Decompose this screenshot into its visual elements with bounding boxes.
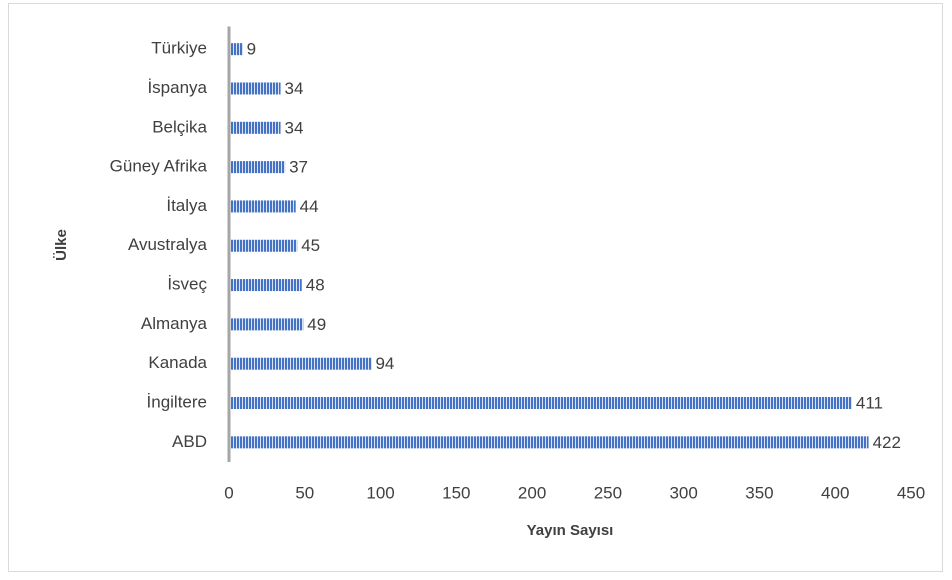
y-tick-label: Türkiye xyxy=(151,39,207,58)
y-axis-title: Ülke xyxy=(53,229,70,261)
data-label: 37 xyxy=(289,158,308,177)
x-tick-label: 250 xyxy=(594,483,622,502)
bar xyxy=(229,43,243,56)
bar xyxy=(229,357,372,370)
data-label: 411 xyxy=(856,394,883,413)
bar xyxy=(229,200,296,213)
x-tick-label: 350 xyxy=(745,483,773,502)
data-label: 422 xyxy=(873,433,901,452)
x-tick-label: 450 xyxy=(897,483,925,502)
y-tick-label: Belçika xyxy=(152,117,207,136)
x-tick-label: 400 xyxy=(821,483,849,502)
bar xyxy=(229,318,304,331)
y-tick-label: Avustralya xyxy=(128,235,208,254)
data-label: 9 xyxy=(247,40,256,59)
x-tick-label: 100 xyxy=(366,483,394,502)
data-label: 45 xyxy=(301,236,320,255)
bar xyxy=(229,161,286,174)
x-axis-title: Yayın Sayısı xyxy=(527,522,614,539)
y-tick-label: İsveç xyxy=(167,275,207,294)
bar xyxy=(229,436,869,449)
y-tick-label: Güney Afrika xyxy=(110,157,208,176)
bar xyxy=(229,121,281,134)
y-tick-label: İspanya xyxy=(147,78,207,97)
x-tick-label: 150 xyxy=(442,483,470,502)
x-tick-label: 200 xyxy=(518,483,546,502)
bar xyxy=(229,279,302,292)
bar xyxy=(229,239,298,252)
y-tick-label: ABD xyxy=(172,432,207,451)
bar xyxy=(229,397,852,410)
data-label: 49 xyxy=(307,315,326,334)
data-label: 48 xyxy=(306,276,325,295)
chart-border xyxy=(8,3,943,572)
y-tick-label: İngiltere xyxy=(147,393,207,412)
y-tick-label: İtalya xyxy=(166,196,207,215)
data-label: 34 xyxy=(285,79,304,98)
y-tick-label: Almanya xyxy=(141,314,208,333)
x-tick-label: 300 xyxy=(669,483,697,502)
data-label: 94 xyxy=(375,354,394,373)
bar xyxy=(229,82,281,95)
data-label: 34 xyxy=(285,118,304,137)
y-tick-label: Kanada xyxy=(148,353,207,372)
x-tick-label: 50 xyxy=(295,483,314,502)
data-label: 44 xyxy=(300,197,319,216)
x-tick-label: 0 xyxy=(224,483,233,502)
